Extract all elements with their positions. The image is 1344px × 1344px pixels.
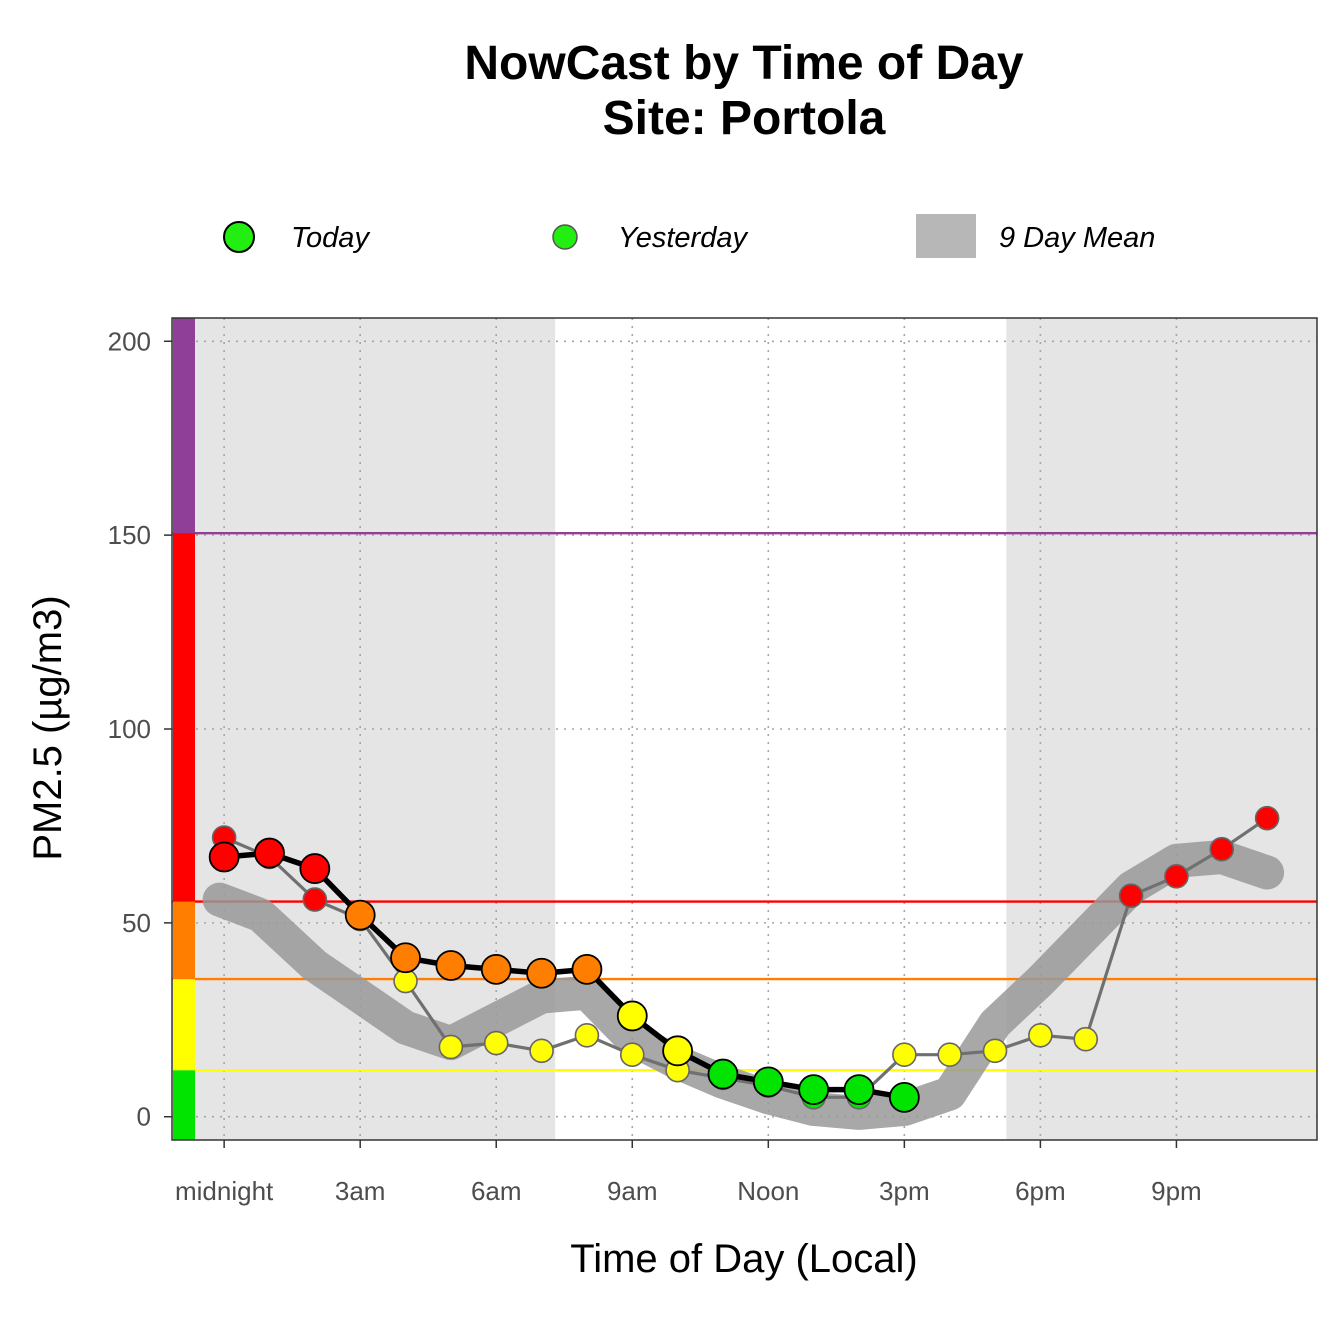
x-tick-label: Noon: [737, 1176, 799, 1206]
today-point: [843, 1074, 875, 1105]
legend-yesterday-label: Yesterday: [618, 222, 748, 254]
yesterday-point: [892, 1042, 917, 1067]
today-line: [223, 850, 905, 1101]
y-tick-label: 50: [122, 908, 151, 938]
aqi-color-bar-segment: [173, 318, 195, 534]
today-point: [435, 950, 467, 981]
yesterday-point: [937, 1042, 962, 1067]
chart-subtitle: Site: Portola: [603, 92, 886, 145]
yesterday-point: [438, 1034, 464, 1060]
x-tick-label: midnight: [175, 1176, 274, 1206]
yesterday-point: [574, 1023, 600, 1048]
today-point: [888, 1081, 920, 1113]
today-point: [254, 837, 285, 869]
x-tick-label: 9pm: [1151, 1176, 1202, 1206]
today-point: [299, 853, 331, 884]
aqi-color-bar-segment: [173, 901, 195, 980]
x-axis-title: Time of Day (Local): [570, 1237, 918, 1281]
legend-today-label: Today: [291, 222, 370, 254]
legend-today-symbol: [223, 221, 255, 253]
y-tick-label: 0: [137, 1102, 151, 1132]
y-axis-title: PM2.5 (µg/m3): [26, 595, 70, 860]
yesterday-point: [1209, 836, 1235, 862]
today-point: [480, 953, 512, 985]
today-point: [707, 1058, 739, 1090]
night-shading-1: [1006, 318, 1317, 1140]
aqi-color-bar-segment: [173, 1070, 195, 1140]
today-point: [571, 953, 603, 985]
chart-title: NowCast by Time of Day: [464, 37, 1024, 90]
yesterday-point: [982, 1038, 1008, 1064]
today-point: [344, 899, 376, 931]
yesterday-point: [1028, 1023, 1053, 1048]
x-tick-label: 3pm: [879, 1176, 930, 1206]
yesterday-point: [1118, 883, 1144, 909]
yesterday-point: [302, 887, 328, 912]
y-tick-label: 100: [108, 714, 151, 744]
aqi-color-bar-segment: [173, 979, 195, 1071]
y-tick-label: 150: [108, 520, 151, 550]
today-point: [526, 957, 557, 989]
yesterday-point: [1073, 1026, 1099, 1052]
yesterday-point: [1254, 805, 1280, 831]
y-tick-label: 200: [108, 326, 151, 356]
x-tick-label: 3am: [335, 1176, 386, 1206]
today-point: [752, 1066, 784, 1098]
yesterday-point: [619, 1042, 645, 1067]
legend: Today Yesterday 9 Day Mean: [223, 214, 1155, 258]
legend-mean-label: 9 Day Mean: [999, 222, 1155, 254]
yesterday-point: [483, 1030, 509, 1056]
yesterday-point: [1164, 864, 1189, 889]
yesterday-point: [529, 1038, 554, 1064]
today-point: [390, 942, 421, 974]
plot-area: 0 50 100 150 200 midnight 3am 6am 9am Noon 3pm 6pm 9…: [108, 317, 1318, 1206]
today-point: [662, 1035, 694, 1067]
today-point: [798, 1074, 830, 1105]
mean-band-line: [202, 840, 1285, 1130]
today-point: [208, 841, 240, 873]
x-tick-label: 6pm: [1015, 1176, 1066, 1206]
aqi-color-bar-segment: [173, 533, 195, 902]
legend-yesterday-symbol: [552, 224, 578, 250]
legend-mean-symbol: [916, 214, 976, 258]
today-point: [616, 1000, 648, 1032]
x-tick-label: 6am: [471, 1176, 522, 1206]
x-tick-label: 9am: [607, 1176, 658, 1206]
